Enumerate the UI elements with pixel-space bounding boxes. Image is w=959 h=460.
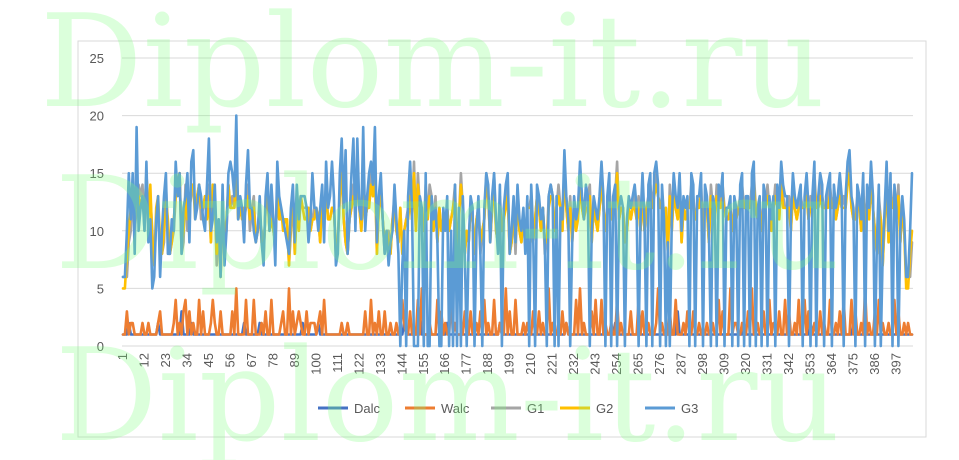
x-tick-label: 1 [115,353,130,360]
watermark-line-3: Diplom-it.ru [55,322,840,460]
x-tick-label: 364 [824,353,839,375]
x-tick-label: 133 [373,353,388,375]
y-axis-ticks: 0 5 10 15 20 25 [90,51,104,354]
x-tick-label: 309 [717,353,732,375]
x-tick-label: 375 [845,353,860,375]
x-tick-label: 89 [287,353,302,367]
x-tick-label: 100 [308,353,323,375]
watermark: Diplom-it.ru Diplom-it.ru Diplom-it.ru [40,0,840,460]
x-tick-label: 67 [244,353,259,367]
y-tick-label: 10 [90,224,104,239]
x-tick-label: 386 [867,353,882,375]
x-tick-label: 144 [394,353,409,375]
x-tick-label: 34 [179,353,194,367]
x-tick-label: 342 [781,353,796,375]
x-tick-label: 287 [674,353,689,375]
y-tick-label: 5 [97,281,104,296]
x-tick-label: 243 [588,353,603,375]
legend-label-walc: Walc [441,401,470,416]
series-line-g3 [121,114,914,348]
x-axis-ticks: 1 12 23 34 45 56 67 78 89 100 111 122 133 144 155 166 17… [115,353,903,375]
x-tick-label: 232 [566,353,581,375]
x-tick-label: 122 [351,353,366,375]
x-tick-label: 221 [545,353,560,375]
x-tick-label: 23 [158,353,173,367]
legend: Dalc Walc G1 G2 G3 [318,401,698,416]
x-tick-label: 177 [459,353,474,375]
x-tick-label: 78 [265,353,280,367]
series-lines [121,114,914,348]
x-tick-label: 12 [136,353,151,367]
x-tick-label: 265 [631,353,646,375]
x-tick-label: 199 [502,353,517,375]
y-tick-label: 0 [97,339,104,354]
x-tick-label: 155 [416,353,431,375]
x-tick-label: 166 [437,353,452,375]
x-tick-label: 320 [738,353,753,375]
y-tick-label: 15 [90,166,104,181]
x-tick-label: 331 [759,353,774,375]
x-tick-label: 276 [652,353,667,375]
x-tick-label: 45 [201,353,216,367]
x-tick-label: 353 [802,353,817,375]
legend-label-g1: G1 [527,401,544,416]
x-tick-label: 397 [888,353,903,375]
x-tick-label: 254 [609,353,624,375]
x-tick-label: 56 [222,353,237,367]
watermark-line-2: Diplom-it.ru [55,150,840,299]
legend-label-g3: G3 [681,401,698,416]
series-line-walc [121,287,914,336]
watermark-line-1: Diplom-it.ru [40,0,825,137]
x-tick-label: 210 [523,353,538,375]
x-tick-label: 188 [480,353,495,375]
x-tick-label: 298 [695,353,710,375]
x-tick-label: 111 [330,353,345,373]
legend-label-dalc: Dalc [354,401,381,416]
y-tick-label: 25 [90,51,104,66]
legend-label-g2: G2 [596,401,613,416]
y-tick-label: 20 [90,109,104,124]
